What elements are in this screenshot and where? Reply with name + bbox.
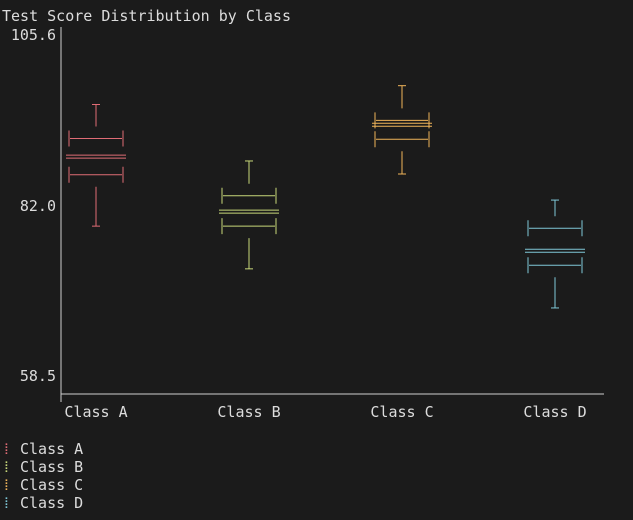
legend-item: ⡇ Class B bbox=[4, 458, 83, 476]
x-tick-label: Class C bbox=[370, 403, 433, 421]
legend-label: Class A bbox=[20, 440, 84, 458]
y-tick-label: 82.0 bbox=[20, 197, 56, 215]
legend-label: Class B bbox=[20, 458, 84, 476]
legend-swatch-icon: ⡇ bbox=[4, 460, 12, 473]
box-groups bbox=[66, 85, 585, 309]
y-tick-label: 105.6 bbox=[11, 26, 56, 44]
legend-item: ⡇ Class D bbox=[4, 494, 83, 512]
legend-swatch-icon: ⡇ bbox=[4, 496, 12, 509]
x-axis-labels: Class A Class B Class C Class D bbox=[64, 403, 586, 421]
legend-label: Class C bbox=[20, 476, 84, 494]
legend-item: ⡇ Class A bbox=[4, 440, 83, 458]
y-tick-label: 58.5 bbox=[20, 367, 56, 385]
legend-item: ⡇ Class C bbox=[4, 476, 83, 494]
box-class-d bbox=[525, 199, 585, 309]
x-tick-label: Class D bbox=[523, 403, 586, 421]
legend-swatch-icon: ⡇ bbox=[4, 442, 12, 455]
legend: ⡇ Class A ⡇ Class B ⡇ Class C ⡇ Class D bbox=[4, 440, 83, 512]
x-tick-label: Class A bbox=[64, 403, 127, 421]
x-tick-label: Class B bbox=[217, 403, 280, 421]
legend-swatch-icon: ⡇ bbox=[4, 478, 12, 491]
axes bbox=[60, 27, 604, 402]
box-class-b bbox=[219, 160, 279, 270]
box-class-c bbox=[372, 85, 432, 175]
legend-label: Class D bbox=[20, 494, 84, 512]
box-class-a bbox=[66, 104, 126, 227]
y-axis-ticks: 105.6 82.0 58.5 bbox=[11, 26, 56, 385]
chart-title: Test Score Distribution by Class bbox=[2, 7, 291, 25]
